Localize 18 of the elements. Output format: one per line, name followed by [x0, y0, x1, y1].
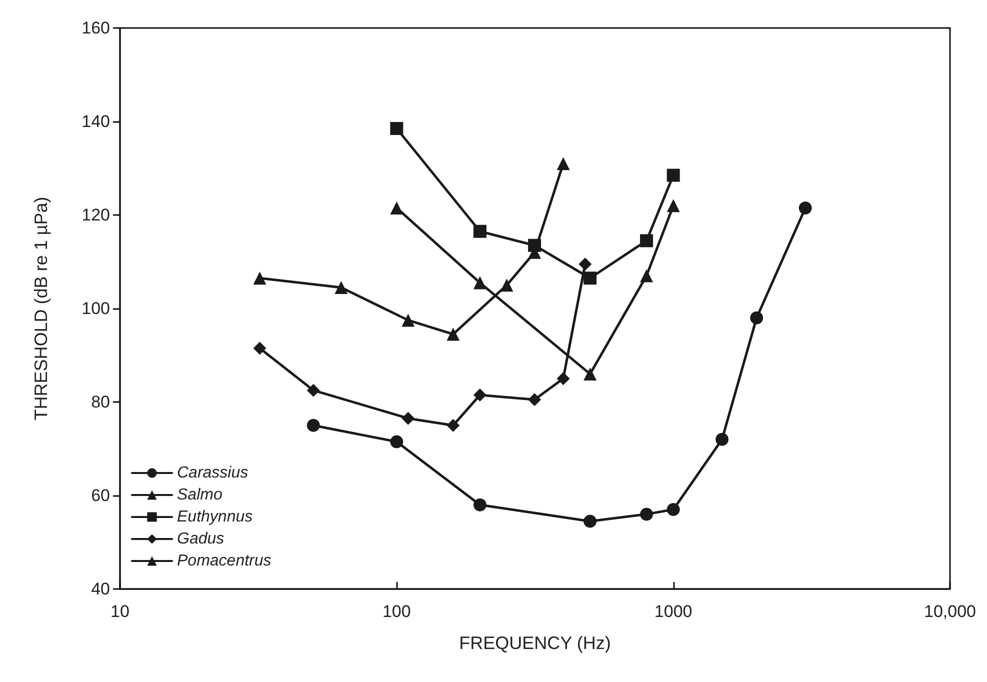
- legend-label: Salmo: [177, 486, 222, 504]
- y-tick-label: 120: [82, 206, 110, 224]
- y-tick-label: 40: [91, 580, 110, 598]
- y-axis-title: THRESHOLD (dB re 1 µPa): [31, 196, 51, 420]
- x-tick-label: 1000: [654, 602, 692, 621]
- y-tick-label: 100: [82, 299, 110, 318]
- x-axis-title: FREQUENCY (Hz): [459, 633, 611, 653]
- x-tick-label: 10,000: [924, 602, 976, 621]
- x-tick-label: 10: [110, 602, 130, 621]
- y-tick-label: 140: [82, 112, 110, 131]
- legend-label: Carassius: [177, 464, 248, 482]
- legend-label: Euthynnus: [177, 508, 253, 526]
- y-tick-label: 60: [91, 486, 110, 505]
- y-tick-label: 80: [91, 392, 110, 412]
- x-tick-label: 100: [382, 602, 411, 621]
- legend-label: Gadus: [177, 530, 224, 548]
- legend-label: Pomacentrus: [177, 552, 272, 570]
- y-tick-label: 160: [82, 18, 110, 38]
